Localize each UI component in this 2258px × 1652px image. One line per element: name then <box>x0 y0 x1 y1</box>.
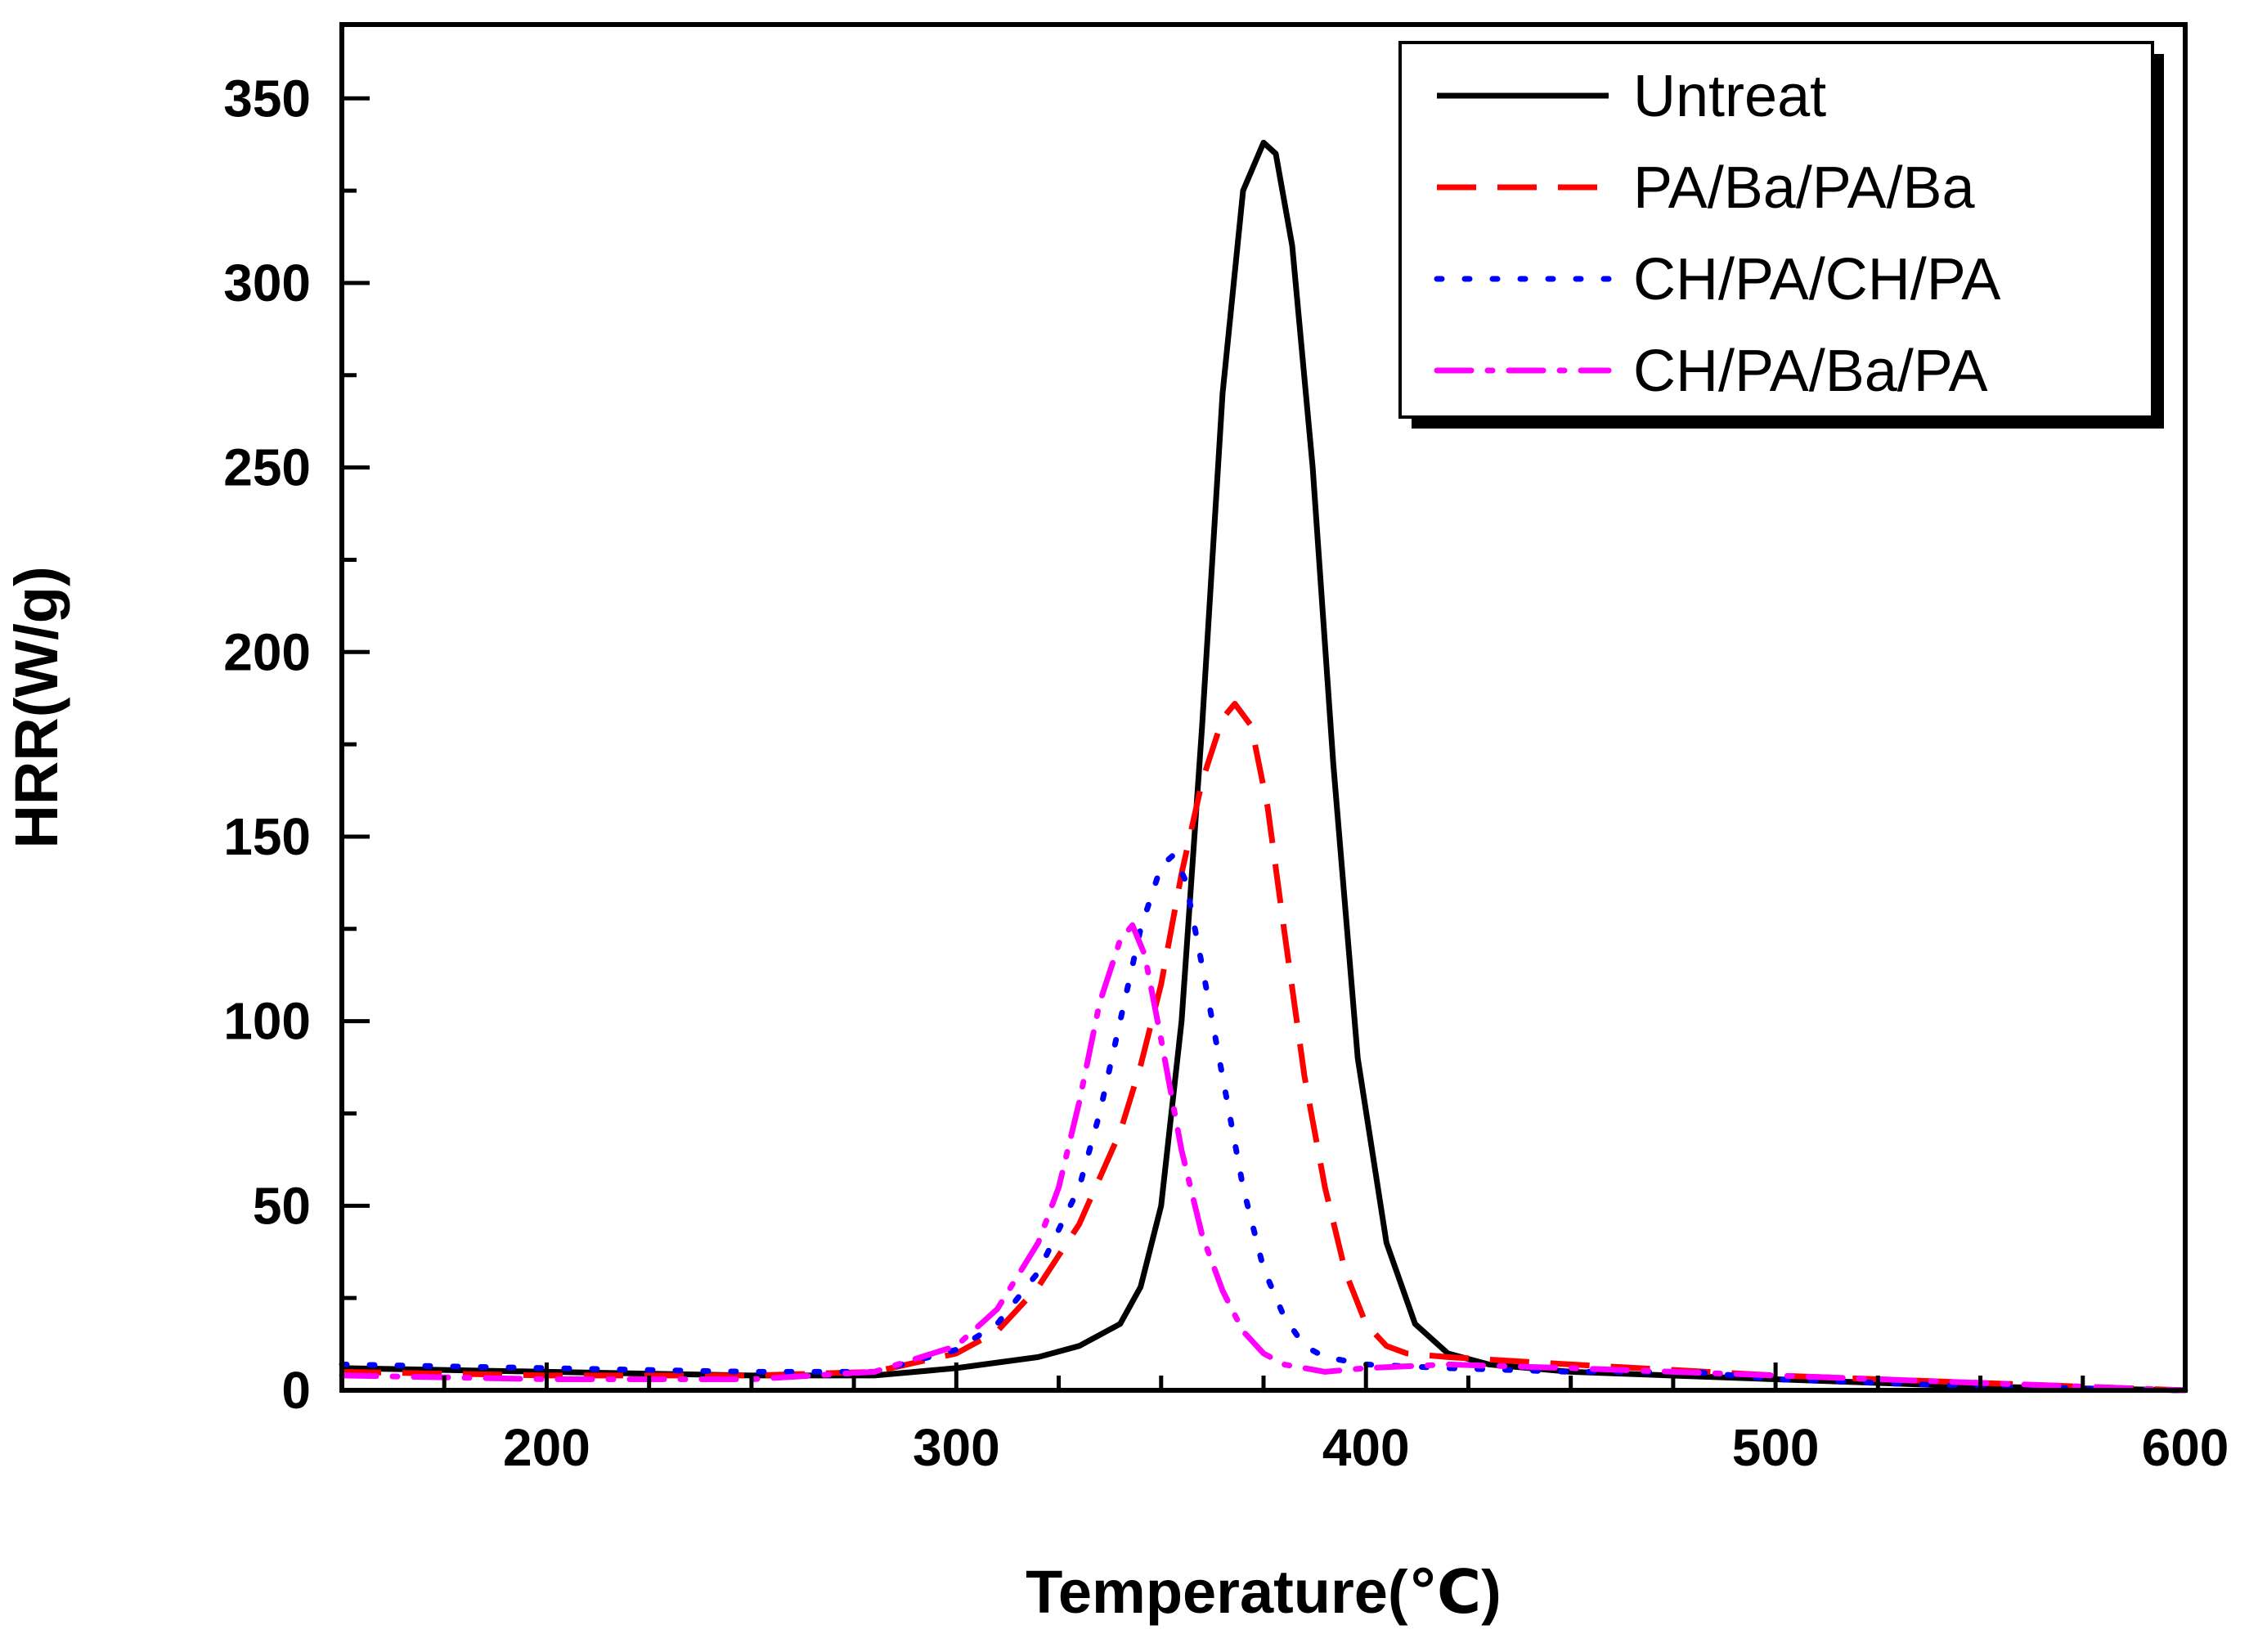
x-tick-label: 500 <box>1732 1418 1820 1477</box>
legend-box <box>1398 41 2154 419</box>
x-tick-label: 200 <box>503 1418 590 1477</box>
x-tick-label: 300 <box>913 1418 1000 1477</box>
plot-lines <box>339 139 2188 1394</box>
y-tick-label: 350 <box>223 69 311 128</box>
legend-label-3: CH/PA/CH/PA <box>1633 247 2000 312</box>
y-axis-title: HRR(W/g) <box>2 566 70 848</box>
x-tick-label: 600 <box>2142 1418 2229 1477</box>
y-tick-label: 50 <box>253 1176 311 1235</box>
legend: Untreat PA/Ba/PA/Ba CH/PA/CH/PA CH/PA/Ba/PA <box>1398 41 2164 429</box>
x-tick-label: 400 <box>1322 1418 1410 1477</box>
x-axis-title: Temperature(℃) <box>1026 1558 1502 1626</box>
series-line-4 <box>339 922 2188 1394</box>
axis-tick-labels: 200 300 400 500 600 0 50 100 150 200 250 300 350 <box>223 69 2229 1477</box>
series-line-2 <box>341 701 2186 1394</box>
legend-label-2: PA/Ba/PA/Ba <box>1633 155 1976 221</box>
legend-label-1: Untreat <box>1633 64 1826 129</box>
y-tick-label: 100 <box>223 992 311 1051</box>
y-tick-label: 0 <box>281 1361 311 1420</box>
y-tick-label: 250 <box>223 438 311 497</box>
y-tick-label: 200 <box>223 622 311 681</box>
legend-label-4: CH/PA/Ba/PA <box>1633 339 1987 404</box>
axis-ticks <box>342 96 2085 1393</box>
y-tick-label: 300 <box>223 254 311 312</box>
y-tick-label: 150 <box>223 807 311 866</box>
series-line-3 <box>339 852 2188 1394</box>
